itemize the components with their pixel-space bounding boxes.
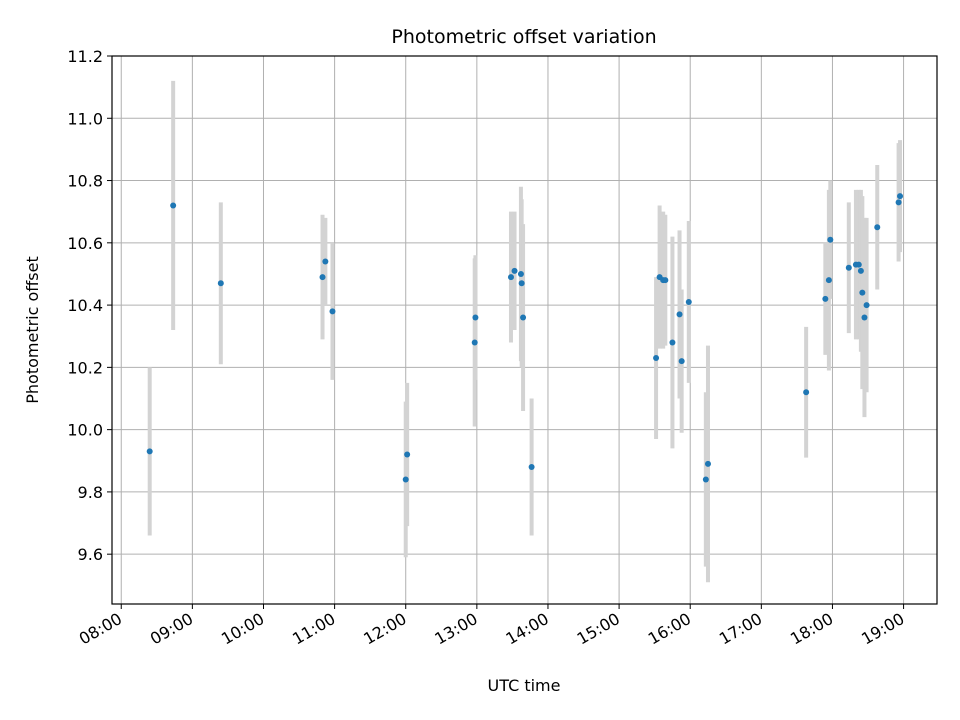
x-tick-label: 09:00	[147, 609, 196, 649]
data-point	[472, 314, 479, 321]
data-point	[669, 339, 676, 346]
data-point	[863, 302, 870, 309]
x-tick-label: 15:00	[574, 609, 623, 649]
data-point	[520, 314, 527, 321]
x-tick-label: 12:00	[360, 609, 409, 649]
data-point	[507, 274, 514, 281]
x-tick-label: 16:00	[645, 609, 694, 649]
data-point	[859, 289, 866, 296]
data-point	[170, 202, 177, 209]
error-bars	[147, 80, 903, 583]
y-tick-label: 10.6	[67, 234, 103, 253]
data-point	[471, 339, 478, 346]
axis-ticks: 08:00 09:00 10:00 11:00 12:00 13:00 14:00 15:00…	[67, 47, 907, 649]
data-point	[845, 264, 852, 271]
x-tick-label: 11:00	[289, 609, 338, 649]
y-tick-label: 9.8	[78, 483, 103, 502]
data-point	[404, 451, 411, 458]
y-tick-label: 11.2	[67, 47, 103, 66]
plot-frame	[111, 55, 938, 605]
x-tick-label: 14:00	[503, 609, 552, 649]
y-tick-label: 10.2	[67, 358, 103, 377]
x-axis-title: UTC time	[488, 676, 561, 695]
data-point	[861, 314, 868, 321]
data-point	[857, 267, 864, 274]
data-point	[825, 277, 832, 284]
y-tick-label: 10.4	[67, 296, 103, 315]
data-point	[822, 295, 829, 302]
data-point	[329, 308, 336, 315]
data-points	[146, 193, 904, 483]
x-tick-label: 08:00	[76, 609, 125, 649]
y-tick-label: 10.0	[67, 421, 103, 440]
y-tick-label: 10.8	[67, 172, 103, 191]
chart-title: Photometric offset variation	[391, 26, 656, 48]
data-point	[827, 236, 834, 243]
data-point	[517, 270, 524, 277]
data-point	[511, 267, 518, 274]
y-tick-label: 11.0	[67, 109, 103, 128]
data-point	[855, 261, 862, 268]
data-point	[518, 280, 525, 287]
x-tick-label: 18:00	[787, 609, 836, 649]
data-point	[146, 448, 153, 455]
data-point	[528, 464, 535, 470]
data-point	[676, 311, 683, 318]
data-point	[702, 476, 709, 483]
data-point	[653, 355, 660, 362]
data-point	[678, 358, 685, 365]
data-point	[803, 389, 810, 396]
data-point	[319, 274, 326, 281]
data-point	[895, 199, 902, 206]
y-tick-label: 9.6	[78, 545, 103, 564]
x-tick-label: 19:00	[858, 609, 907, 649]
data-point	[897, 193, 904, 200]
x-tick-label: 10:00	[218, 609, 267, 649]
data-point	[662, 277, 669, 284]
data-point	[322, 258, 329, 265]
data-point	[704, 460, 711, 467]
x-tick-label: 13:00	[431, 609, 480, 649]
data-point	[217, 280, 224, 287]
y-axis-title: Photometric offset	[23, 256, 42, 404]
data-point	[685, 298, 692, 305]
x-tick-label: 17:00	[716, 609, 765, 649]
data-point	[402, 476, 409, 483]
data-point	[874, 224, 881, 231]
